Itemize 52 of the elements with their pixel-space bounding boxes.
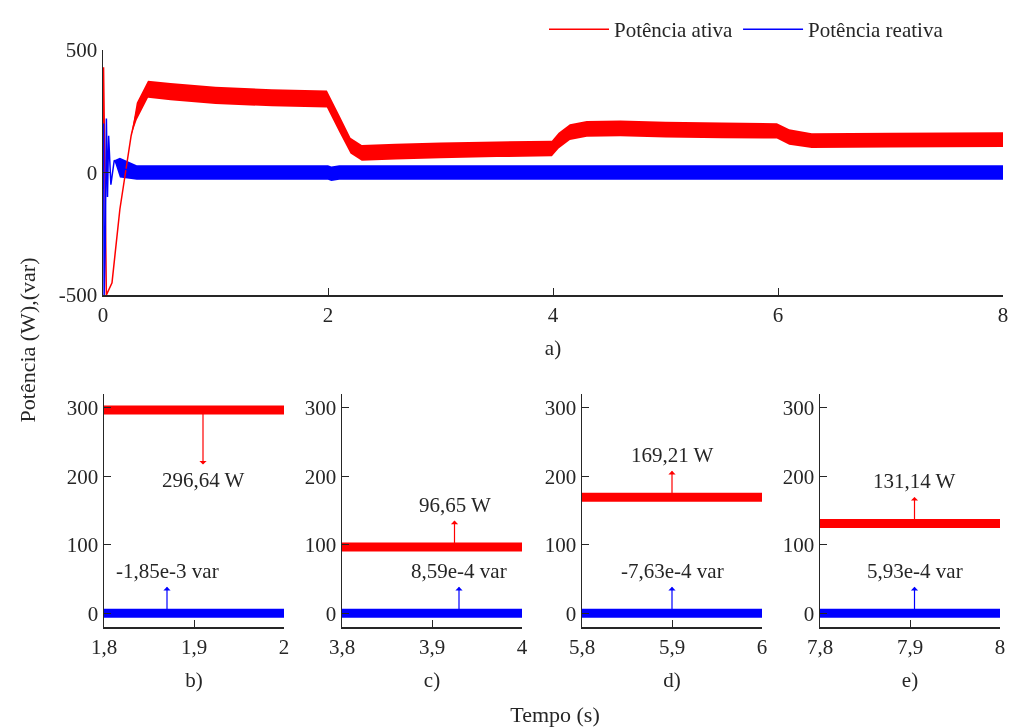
x-tick-label: 8 bbox=[994, 634, 1006, 659]
annotation: 96,65 W bbox=[419, 493, 492, 517]
x-axis-title: e) bbox=[901, 667, 919, 692]
x-axis-title: a) bbox=[544, 335, 562, 360]
x-axis-title: d) bbox=[663, 667, 681, 692]
x-axis-title: b) bbox=[185, 667, 203, 692]
y-tick-label: 300 bbox=[66, 396, 99, 421]
y-tick-label: 200 bbox=[544, 464, 577, 489]
y-tick-label: 100 bbox=[544, 533, 577, 558]
x-tick-label: 3,8 bbox=[328, 634, 356, 659]
x-tick-label: 1,9 bbox=[180, 634, 208, 659]
annotation: 296,64 W bbox=[162, 468, 245, 492]
x-tick-label: 6 bbox=[756, 634, 768, 659]
y-tick-label: 0 bbox=[86, 160, 98, 185]
x-tick-label: 5,8 bbox=[568, 634, 596, 659]
x-tick-label: 4 bbox=[547, 302, 559, 327]
x-tick-label: 8 bbox=[997, 302, 1009, 327]
x-axis-title: c) bbox=[423, 667, 441, 692]
x-tick-label: 2 bbox=[278, 634, 290, 659]
annotation: -7,63e-4 var bbox=[621, 559, 724, 583]
x-tick-label: 4 bbox=[516, 634, 528, 659]
legend-label: Potência ativa bbox=[614, 18, 734, 43]
x-tick-label: 3,9 bbox=[418, 634, 446, 659]
annotation: 169,21 W bbox=[631, 443, 714, 467]
y-tick-label: 200 bbox=[66, 464, 99, 489]
y-tick-label: 200 bbox=[304, 464, 337, 489]
annotation: 5,93e-4 var bbox=[867, 559, 963, 583]
y-tick-label: 300 bbox=[544, 396, 577, 421]
y-tick-label: 200 bbox=[782, 464, 815, 489]
y-tick-label: 100 bbox=[304, 533, 337, 558]
legend-label: Potência reativa bbox=[808, 18, 944, 43]
annotation: -1,85e-3 var bbox=[116, 559, 219, 583]
y-tick-label: 300 bbox=[782, 396, 815, 421]
x-tick-label: 7,8 bbox=[806, 634, 834, 659]
y-tick-label: 500 bbox=[65, 38, 98, 63]
y-tick-label: 0 bbox=[87, 601, 99, 626]
y-axis-title: Potência (W),(var) bbox=[15, 257, 41, 423]
x-tick-label: 1,8 bbox=[90, 634, 118, 659]
y-tick-label: 100 bbox=[782, 533, 815, 558]
y-tick-label: 0 bbox=[565, 601, 577, 626]
y-tick-label: 300 bbox=[304, 396, 337, 421]
y-tick-label: 100 bbox=[66, 533, 99, 558]
y-tick-label: -500 bbox=[58, 283, 98, 308]
x-tick-label: 2 bbox=[322, 302, 334, 327]
text: Tempo (s) bbox=[510, 702, 600, 728]
x-tick-label: 5,9 bbox=[658, 634, 686, 659]
y-tick-label: 0 bbox=[803, 601, 815, 626]
x-tick-label: 7,9 bbox=[896, 634, 924, 659]
y-tick-label: 0 bbox=[325, 601, 337, 626]
x-tick-label: 6 bbox=[772, 302, 784, 327]
annotation: 131,14 W bbox=[873, 469, 956, 493]
annotation: 8,59e-4 var bbox=[411, 559, 507, 583]
